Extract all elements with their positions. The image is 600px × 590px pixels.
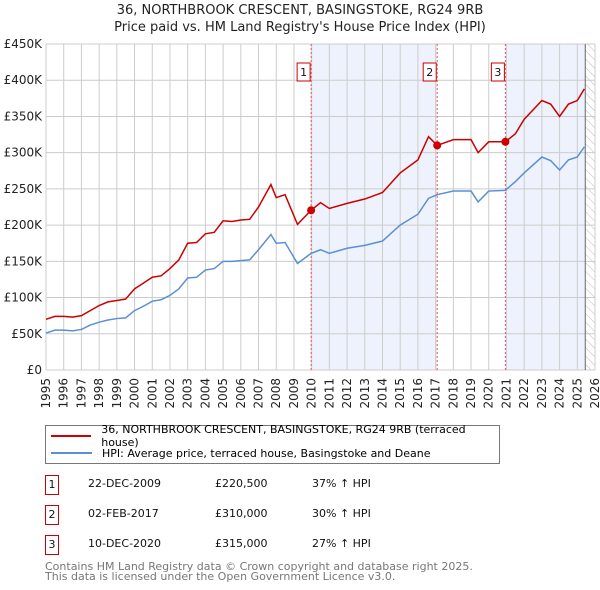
x-tick-label: 2009 xyxy=(287,378,301,409)
y-tick-label: £100K xyxy=(4,291,44,305)
y-tick-label: £0 xyxy=(27,363,42,377)
transaction-badge: 2 xyxy=(45,505,59,525)
chart-subtitle: Price paid vs. HM Land Registry's House … xyxy=(114,20,486,35)
x-tick-label: 2007 xyxy=(252,378,266,409)
x-tick-label: 2003 xyxy=(181,378,195,409)
y-tick-label: £300K xyxy=(4,146,44,160)
x-tick-label: 2024 xyxy=(553,378,567,409)
x-tick-label: 2000 xyxy=(128,378,142,409)
forecast-hatch xyxy=(585,44,595,370)
footer-licence: This data is licensed under the Open Gov… xyxy=(45,570,396,583)
x-tick-label: 2004 xyxy=(198,378,212,409)
transaction-date: 10-DEC-2020 xyxy=(88,537,162,550)
x-tick-label: 2015 xyxy=(393,378,407,409)
sale-label-box xyxy=(422,62,437,82)
transaction-hpi-change: 30% ↑ HPI xyxy=(312,507,371,520)
x-tick-label: 2021 xyxy=(499,378,513,409)
x-tick-label: 2001 xyxy=(145,378,159,409)
x-tick-label: 2020 xyxy=(482,378,496,409)
x-tick-label: 1996 xyxy=(57,378,71,409)
legend-swatch-red xyxy=(51,435,92,437)
transaction-price: £315,000 xyxy=(215,537,268,550)
x-tick-label: 2014 xyxy=(375,378,389,409)
x-tick-label: 2002 xyxy=(163,378,177,409)
x-tick-label: 2016 xyxy=(411,378,425,409)
x-tick-label: 1997 xyxy=(74,378,88,409)
x-tick-label: 2025 xyxy=(570,378,584,409)
y-tick-label: £400K xyxy=(4,73,44,87)
x-tick-label: 1999 xyxy=(110,378,124,409)
x-tick-label: 2019 xyxy=(464,378,478,409)
transaction-date: 22-DEC-2009 xyxy=(88,477,162,490)
x-tick-label: 2006 xyxy=(234,378,248,409)
legend-swatch-blue xyxy=(51,452,92,454)
x-tick-label: 2013 xyxy=(358,378,372,409)
hpi-line xyxy=(45,146,585,334)
transaction-badge: 1 xyxy=(45,475,59,495)
x-tick-label: 2010 xyxy=(305,378,319,409)
legend-item-property: 36, NORTHBROOK CRESCENT, BASINGSTOKE, RG… xyxy=(46,423,499,449)
y-tick-label: £350K xyxy=(4,109,44,123)
y-tick-label: £150K xyxy=(4,254,44,268)
sale-point xyxy=(433,141,442,150)
x-tick-label: 1998 xyxy=(92,378,106,409)
x-tick-label: 2023 xyxy=(535,378,549,409)
x-tick-label: 2026 xyxy=(588,378,600,409)
x-tick-label: 1995 xyxy=(39,378,53,409)
sale-label: 2 xyxy=(426,66,433,79)
legend-item-hpi: HPI: Average price, terraced house, Basi… xyxy=(46,445,430,461)
sale-label: 3 xyxy=(494,66,501,79)
y-tick-label: £250K xyxy=(4,182,44,196)
transaction-hpi-change: 37% ↑ HPI xyxy=(312,477,371,490)
x-tick-label: 2008 xyxy=(269,378,283,409)
x-tick-label: 2017 xyxy=(429,378,443,409)
transaction-hpi-change: 27% ↑ HPI xyxy=(312,537,371,550)
transaction-price: £220,500 xyxy=(215,477,268,490)
y-tick-label: £450K xyxy=(4,37,44,51)
x-tick-label: 2012 xyxy=(340,378,354,409)
sale-label: 1 xyxy=(300,66,307,79)
y-tick-label: £50K xyxy=(11,327,43,341)
legend-label: HPI: Average price, terraced house, Basi… xyxy=(102,446,431,460)
x-tick-label: 2022 xyxy=(517,378,531,409)
sale-point xyxy=(501,137,510,146)
chart-title: 36, NORTHBROOK CRESCENT, BASINGSTOKE, RG… xyxy=(116,3,484,18)
sale-label-box xyxy=(296,62,311,82)
x-tick-label: 2011 xyxy=(322,378,336,409)
transaction-date: 02-FEB-2017 xyxy=(88,507,159,520)
transaction-price: £310,000 xyxy=(215,507,268,520)
transaction-badge: 3 xyxy=(45,535,59,555)
footer-copyright: Contains HM Land Registry data © Crown c… xyxy=(45,560,473,573)
legend: 36, NORTHBROOK CRESCENT, BASINGSTOKE, RG… xyxy=(45,423,500,464)
x-tick-label: 2018 xyxy=(446,378,460,409)
price-chart: 1995 1996 1997 1998 1999 2000 2001 2002 2003 2004… xyxy=(4,37,600,409)
property-price-line xyxy=(45,88,586,321)
x-tick-label: 2005 xyxy=(216,378,230,409)
shaded-period-3 xyxy=(505,44,586,370)
sale-point xyxy=(307,206,316,215)
sale-label-box xyxy=(490,62,505,82)
legend-label: 36, NORTHBROOK CRESCENT, BASINGSTOKE, RG… xyxy=(101,423,466,449)
y-tick-label: £200K xyxy=(4,218,44,232)
